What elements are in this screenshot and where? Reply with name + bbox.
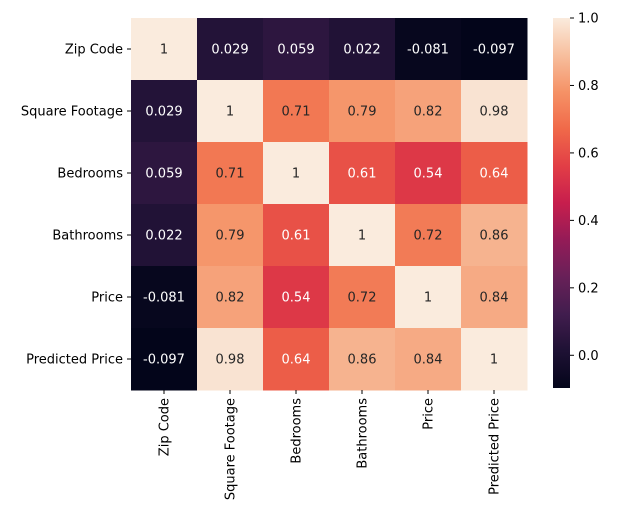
colorbar-tick-label: 0.8 (578, 79, 599, 94)
x-tick-label: Price (422, 398, 437, 430)
heatmap-cell (131, 142, 198, 205)
cell-value-label: 0.029 (211, 43, 248, 58)
cell-value-label: 0.84 (414, 353, 443, 368)
heatmap-cell (395, 80, 462, 143)
cell-value-label: 0.86 (480, 229, 509, 244)
heatmap-cell (197, 80, 264, 143)
heatmap-cell (395, 266, 462, 329)
cell-value-label: 0.79 (216, 229, 245, 244)
heatmap-cell (329, 266, 396, 329)
heatmap-cell (395, 18, 462, 81)
y-tick-label: Price (91, 291, 123, 306)
heatmap-cell (263, 80, 330, 143)
heatmap-cell (197, 328, 264, 391)
cell-value-label: 0.79 (348, 105, 377, 120)
cell-value-label: 0.54 (414, 167, 443, 182)
cell-value-label: -0.097 (143, 353, 185, 368)
x-tick-label: Bedrooms (290, 398, 305, 464)
heatmap-cell (461, 80, 528, 143)
cell-value-label: -0.097 (473, 43, 515, 58)
heatmap-cell (263, 18, 330, 81)
cell-value-label: 1 (490, 353, 498, 368)
cell-value-label: 0.82 (216, 291, 245, 306)
x-tick-label: Square Footage (224, 398, 239, 500)
heatmap-cell (197, 18, 264, 81)
heatmap-cell (131, 204, 198, 267)
cell-value-label: 0.84 (480, 291, 509, 306)
cell-value-label: -0.081 (143, 291, 185, 306)
heatmap-cell (131, 328, 198, 391)
heatmap-cell (395, 142, 462, 205)
x-tick-label: Zip Code (158, 398, 173, 456)
heatmap-cell (263, 328, 330, 391)
heatmap-cell (131, 80, 198, 143)
cell-value-label: 0.022 (145, 229, 182, 244)
colorbar-tick-label: 0.0 (578, 349, 599, 364)
cell-value-label: 0.54 (282, 291, 311, 306)
heatmap-cell (197, 142, 264, 205)
y-tick-label: Predicted Price (26, 353, 123, 368)
heatmap-cell (461, 18, 528, 81)
cell-value-label: 0.98 (216, 353, 245, 368)
cell-value-label: 0.029 (145, 105, 182, 120)
y-tick-label: Zip Code (65, 43, 123, 58)
cell-value-label: 0.86 (348, 353, 377, 368)
cell-value-label: 1 (160, 43, 168, 58)
cell-value-label: 0.72 (414, 229, 443, 244)
cell-value-label: 0.64 (282, 353, 311, 368)
heatmap-cell (263, 266, 330, 329)
cell-value-label: 1 (424, 291, 432, 306)
heatmap-cell (131, 18, 198, 81)
heatmap-cell (131, 266, 198, 329)
heatmap-cell (197, 204, 264, 267)
cell-value-label: 0.71 (282, 105, 311, 120)
y-tick-label: Square Footage (21, 105, 123, 120)
heatmap-cell (329, 142, 396, 205)
cell-value-label: 0.64 (480, 167, 509, 182)
colorbar-tick-label: 0.6 (578, 146, 599, 161)
heatmap-cell (329, 18, 396, 81)
heatmap-cell (329, 204, 396, 267)
heatmap-cell (461, 328, 528, 391)
colorbar-tick-label: 0.2 (578, 281, 599, 296)
cell-value-label: 1 (358, 229, 366, 244)
cell-value-label: 0.059 (277, 43, 314, 58)
cell-value-label: 0.82 (414, 105, 443, 120)
heatmap-cell (395, 204, 462, 267)
heatmap-cell (263, 204, 330, 267)
y-tick-label: Bathrooms (52, 229, 123, 244)
heatmap-cell (329, 80, 396, 143)
colorbar-tick-label: 1.0 (578, 12, 599, 27)
y-tick-label: Bedrooms (57, 167, 123, 182)
cell-value-label: 0.059 (145, 167, 182, 182)
cell-value-label: 1 (226, 105, 234, 120)
cell-value-label: 0.61 (348, 167, 377, 182)
x-tick-label: Bathrooms (356, 398, 371, 469)
heatmap-cell (329, 328, 396, 391)
heatmap-cell (461, 142, 528, 205)
cell-value-label: 0.022 (343, 43, 380, 58)
cell-value-label: 0.71 (216, 167, 245, 182)
cell-value-label: 0.61 (282, 229, 311, 244)
cell-value-label: 0.98 (480, 105, 509, 120)
heatmap-cell (461, 266, 528, 329)
heatmap-cell (461, 204, 528, 267)
x-tick-label: Predicted Price (488, 398, 503, 495)
colorbar-tick-label: 0.4 (578, 214, 599, 229)
cell-value-label: -0.081 (407, 43, 449, 58)
colorbar (553, 18, 570, 388)
cell-value-label: 0.72 (348, 291, 377, 306)
heatmap-cell (197, 266, 264, 329)
cell-value-label: 1 (292, 167, 300, 182)
heatmap-cell (263, 142, 330, 205)
heatmap-cell (395, 328, 462, 391)
